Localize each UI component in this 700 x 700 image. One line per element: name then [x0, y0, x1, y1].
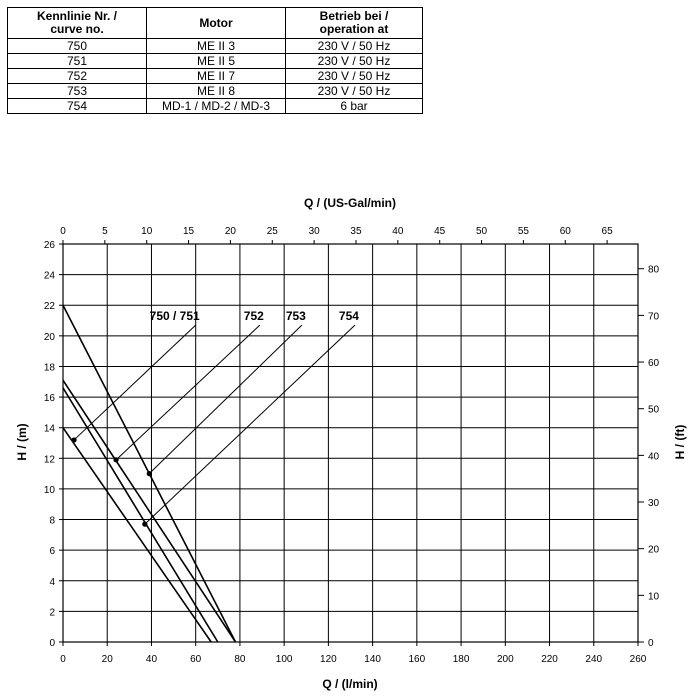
- table-row: 754 MD-1 / MD-2 / MD-3 6 bar: [7, 98, 423, 114]
- cell-curve-no: 754: [7, 98, 147, 114]
- curve-label: 750 / 751: [150, 309, 200, 323]
- y-tick-label: 22: [44, 301, 56, 312]
- y-tick-label: 14: [44, 424, 56, 435]
- curve-label: 753: [286, 309, 306, 323]
- x-tick-label: 80: [234, 654, 246, 665]
- curve-leader-line: [73, 324, 197, 441]
- x-tick-label: 0: [60, 654, 66, 665]
- x-tick-label: 140: [364, 654, 381, 665]
- x-tick-label: 100: [276, 654, 293, 665]
- x2-tick-label: 30: [309, 226, 321, 237]
- y2-axis-label: H / (ft): [673, 425, 687, 460]
- header-motor: Motor: [146, 7, 286, 39]
- cell-curve-no: 752: [7, 68, 147, 84]
- table-row: 752 ME II 7 230 V / 50 Hz: [7, 68, 423, 84]
- x2-tick-label: 55: [518, 226, 530, 237]
- y-tick-label: 0: [49, 638, 55, 649]
- table-header-row: Kennlinie Nr. / curve no. Motor Betrieb b…: [7, 7, 423, 39]
- y-tick-label: 6: [49, 546, 55, 557]
- x2-tick-label: 50: [476, 226, 488, 237]
- cell-curve-no: 751: [7, 53, 147, 69]
- x-tick-label: 240: [585, 654, 602, 665]
- x2-tick-label: 45: [434, 226, 446, 237]
- cell-operation: 230 V / 50 Hz: [285, 38, 423, 54]
- y2-tick-label: 60: [648, 358, 660, 369]
- y-tick-label: 18: [44, 362, 56, 373]
- header-operation: Betrieb bei / operation at: [285, 7, 423, 39]
- y2-tick-label: 10: [648, 591, 660, 602]
- x2-tick-label: 15: [183, 226, 195, 237]
- y2-tick-label: 0: [648, 638, 654, 649]
- x2-tick-label: 60: [560, 226, 572, 237]
- plot-frame: [62, 243, 639, 643]
- x-tick-label: 160: [409, 654, 426, 665]
- x-tick-label: 20: [102, 654, 114, 665]
- curve-line-1: [62, 427, 212, 643]
- x2-tick-label: 65: [602, 226, 614, 237]
- x-tick-label: 40: [146, 654, 158, 665]
- x-axis-label: Q / (l/min): [322, 677, 377, 691]
- x2-tick-label: 35: [350, 226, 362, 237]
- x-tick-label: 220: [541, 654, 558, 665]
- x-tick-label: 200: [497, 654, 514, 665]
- x-tick-label: 120: [320, 654, 337, 665]
- y2-tick-label: 80: [648, 265, 660, 276]
- y-tick-label: 12: [44, 454, 56, 465]
- x2-tick-label: 25: [267, 226, 279, 237]
- y-tick-label: 10: [44, 485, 56, 496]
- y-axis-label: H / (m): [15, 423, 29, 460]
- curve-label: 752: [244, 309, 264, 323]
- series-layer: 750 / 751 752 753 754: [62, 304, 359, 643]
- grid: [62, 243, 639, 643]
- cell-operation: 230 V / 50 Hz: [285, 83, 423, 99]
- cell-operation: 230 V / 50 Hz: [285, 53, 423, 69]
- x2-tick-label: 5: [102, 226, 108, 237]
- curve-leader-line: [144, 324, 356, 525]
- curve-leader-line: [148, 324, 303, 474]
- curve-spec-table: Kennlinie Nr. / curve no. Motor Betrieb b…: [7, 7, 423, 114]
- table-row: 750 ME II 3 230 V / 50 Hz: [7, 38, 423, 54]
- y-tick-label: 24: [44, 271, 56, 282]
- y2-tick-label: 20: [648, 545, 660, 556]
- x2-tick-label: 10: [141, 226, 153, 237]
- tick-labels: 0 20 40 60 80 100 120 140 160 180 200 220 240 2600246…: [44, 226, 660, 665]
- curve-marker: [142, 521, 148, 527]
- cell-motor: MD-1 / MD-2 / MD-3: [146, 98, 286, 114]
- curve-line-2: [62, 387, 219, 643]
- y2-tick-label: 50: [648, 405, 660, 416]
- y-tick-label: 20: [44, 332, 56, 343]
- y2-tick-label: 70: [648, 311, 660, 322]
- x2-tick-label: 20: [225, 226, 237, 237]
- curve-marker: [146, 471, 152, 477]
- y-tick-label: 16: [44, 393, 56, 404]
- y-tick-label: 2: [49, 607, 55, 618]
- y2-tick-label: 30: [648, 498, 660, 509]
- y-tick-label: 8: [49, 516, 55, 527]
- y-tick-label: 4: [49, 577, 55, 588]
- x2-axis-label: Q / (US-Gal/min): [304, 196, 396, 210]
- x-tick-label: 260: [630, 654, 647, 665]
- curve-marker: [71, 437, 77, 443]
- curve-line-4: [62, 379, 237, 643]
- x-tick-label: 60: [190, 654, 202, 665]
- x-tick-label: 180: [453, 654, 470, 665]
- y2-tick-label: 40: [648, 451, 660, 462]
- y-tick-label: 26: [44, 240, 56, 251]
- curve-leader-line: [115, 324, 261, 461]
- header-curve-no: Kennlinie Nr. / curve no.: [7, 7, 147, 39]
- x2-tick-label: 40: [392, 226, 404, 237]
- x2-tick-label: 0: [60, 226, 66, 237]
- curve-label: 754: [339, 309, 359, 323]
- cell-operation: 6 bar: [285, 98, 423, 114]
